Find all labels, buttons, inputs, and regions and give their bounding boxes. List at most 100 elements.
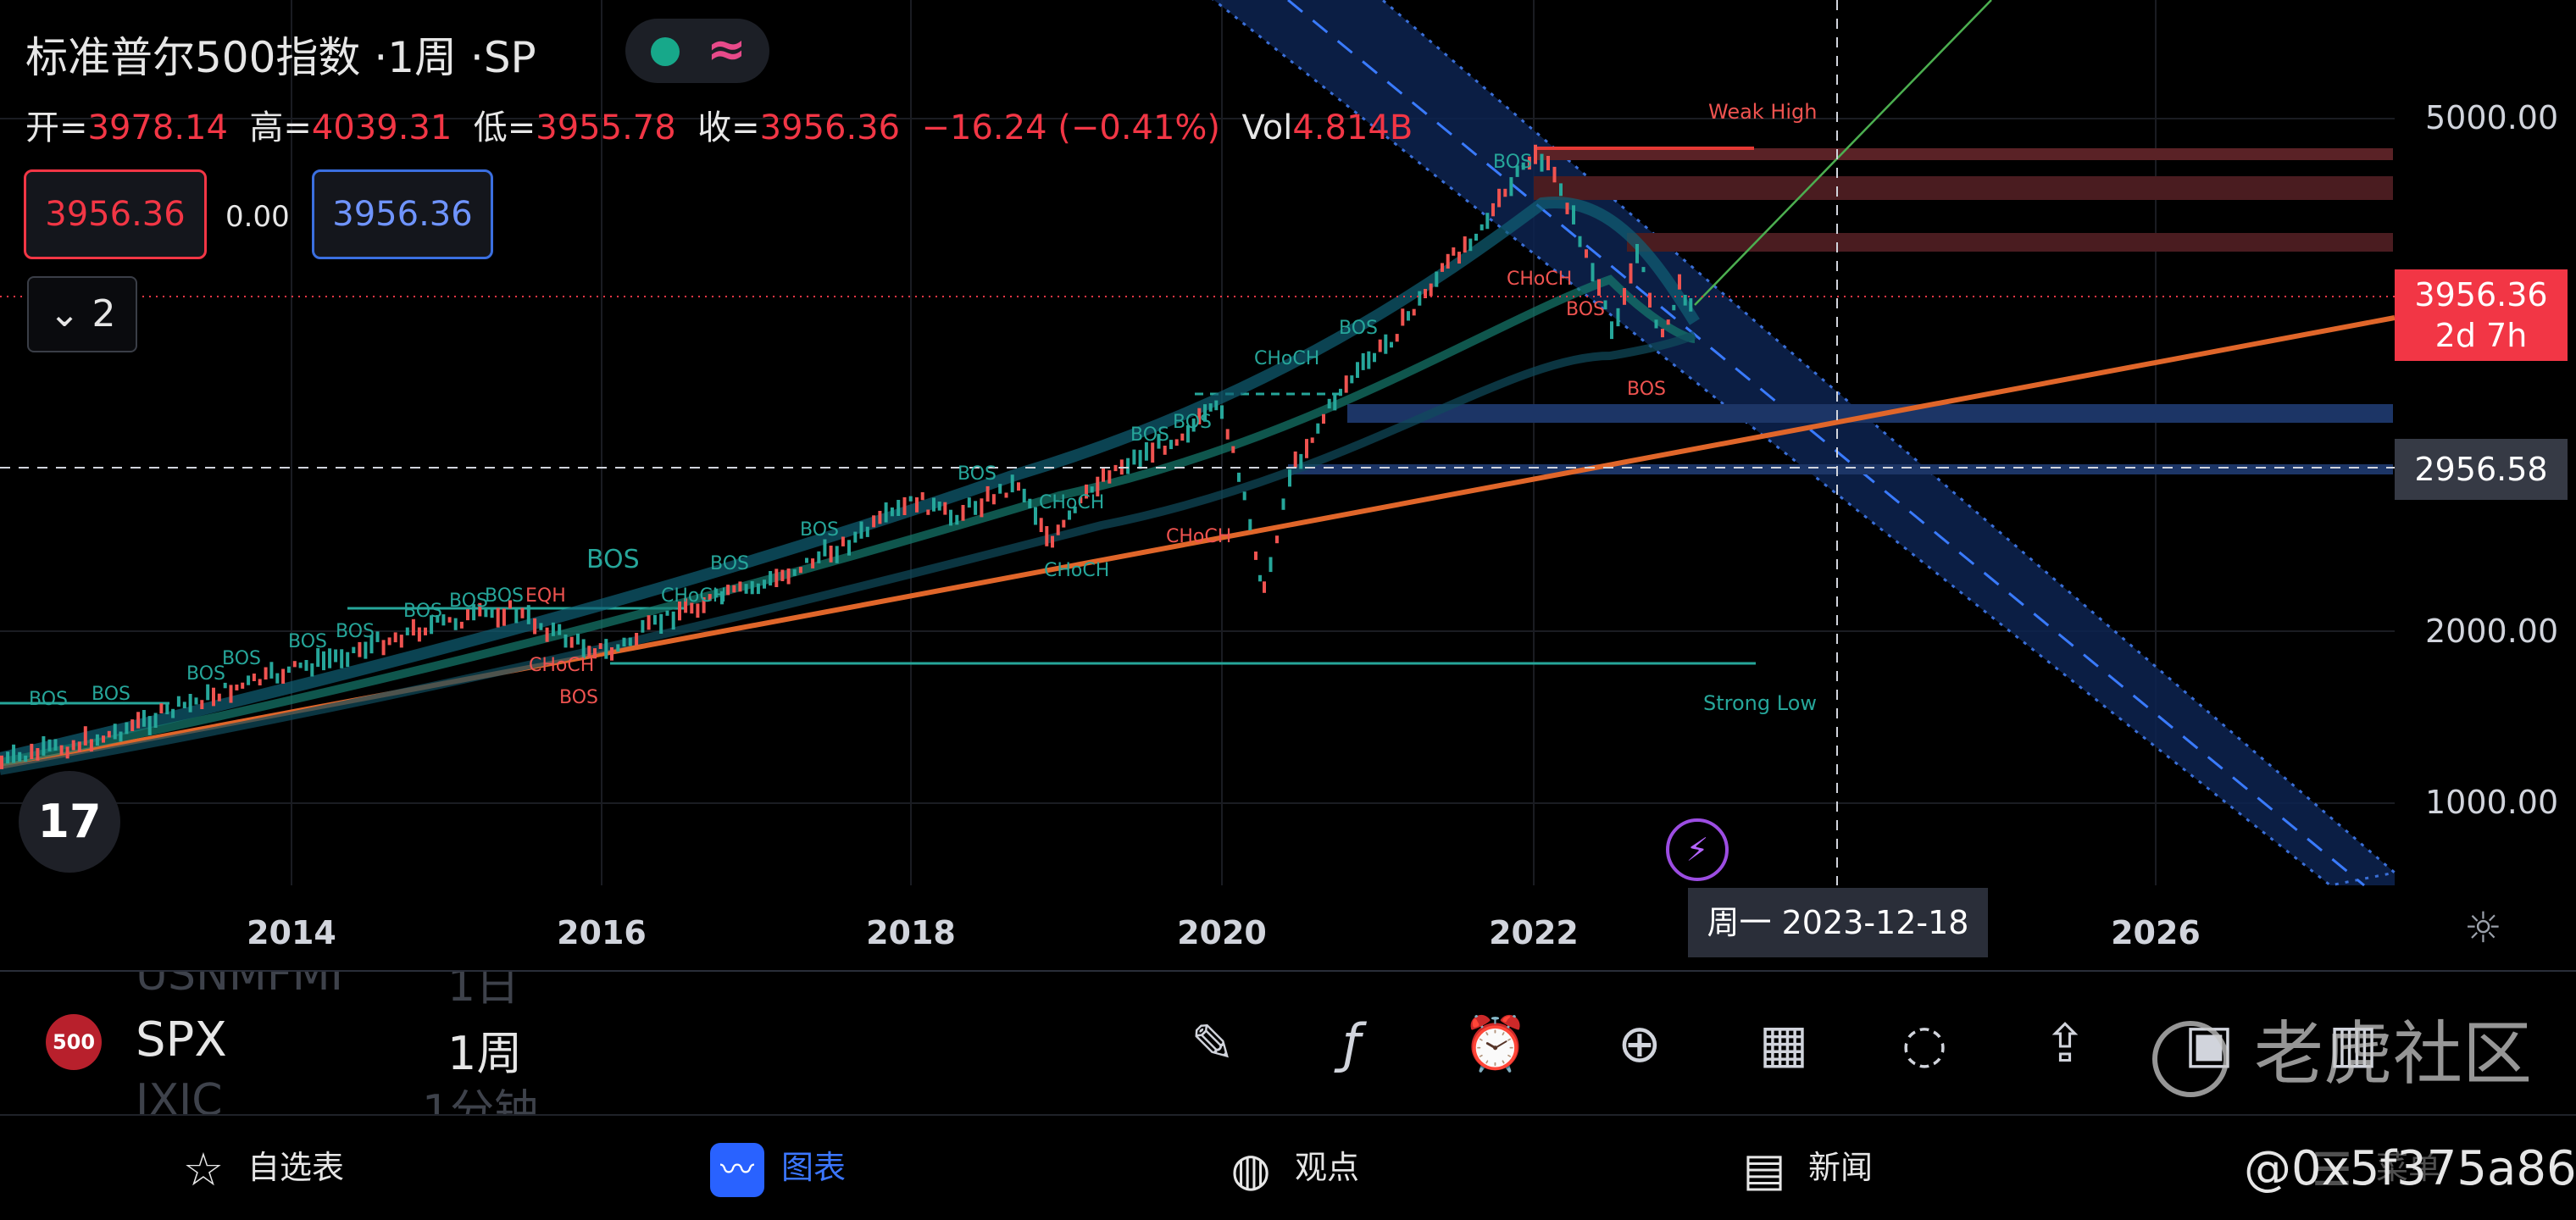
candle: [551, 622, 555, 636]
candle: [1509, 177, 1513, 197]
chart-area[interactable]: Weak High Strong Low BOS BOS BOS BOS BOS BOS B…: [0, 0, 2576, 970]
candle: [42, 736, 46, 756]
candle: [1017, 482, 1020, 491]
candle: [1208, 403, 1213, 412]
change-value: −16.24 (−0.41%): [921, 108, 1221, 147]
candle: [859, 521, 863, 539]
candle: [1503, 188, 1507, 197]
bar-chart-icon[interactable]: ▥: [2328, 1012, 2379, 1074]
structure-label: BOS: [29, 689, 68, 710]
candle: [478, 602, 482, 617]
symbol-logo-badge: 500: [46, 1014, 102, 1070]
candle: [920, 492, 924, 501]
nav-chart[interactable]: 〰图表: [710, 1141, 846, 1201]
candle: [1073, 506, 1077, 513]
candle: [1491, 202, 1495, 217]
candle: [1378, 339, 1382, 352]
structure-label: BOS: [710, 553, 749, 574]
candle: [1597, 279, 1601, 296]
candle: [502, 608, 506, 626]
candle: [1610, 321, 1613, 340]
x-tick-label: 2014: [247, 914, 336, 951]
nav-menu[interactable]: ☰ 菜单: [2305, 1141, 2440, 1201]
candle: [720, 591, 724, 605]
candle: [316, 647, 320, 668]
candle: [1269, 557, 1273, 573]
faded-timeframe-above: 1日: [447, 972, 520, 1012]
channel-midline: [1287, 0, 2365, 887]
candle: [369, 635, 374, 654]
buy-button[interactable]: 3956.36: [312, 169, 493, 259]
plus-circle-icon[interactable]: ⊕: [1618, 1012, 1662, 1074]
candle: [774, 568, 779, 587]
candle: [1151, 442, 1155, 463]
candle: [1401, 308, 1405, 326]
candle: [1418, 291, 1422, 306]
candle: [1672, 304, 1676, 311]
candle: [18, 751, 22, 762]
candle: [961, 505, 965, 521]
candle: [1275, 535, 1279, 544]
indicators-collapse-button[interactable]: ⌄ 2: [27, 276, 137, 352]
candle: [1242, 491, 1246, 501]
candle: [558, 624, 562, 635]
candle: [1163, 446, 1167, 455]
demand-zone: [1347, 404, 2393, 423]
candle: [1186, 424, 1190, 443]
market-open-dot-icon: [651, 37, 680, 66]
structure-label: CHoCH: [1166, 526, 1231, 547]
candle: [310, 663, 314, 677]
settings-sun-icon[interactable]: ☼: [2464, 903, 2502, 952]
candle: [53, 739, 58, 751]
candle: [652, 614, 657, 625]
alarm-add-icon[interactable]: ⏰: [1463, 1012, 1529, 1074]
candle: [569, 636, 574, 648]
lightbulb-icon[interactable]: ◌: [1901, 1012, 1948, 1074]
candle: [194, 697, 198, 705]
candle: [702, 597, 706, 613]
candle: [1527, 156, 1531, 170]
candle: [792, 568, 797, 576]
nav-news[interactable]: ▤ 新闻: [1737, 1141, 1873, 1201]
pencil-icon[interactable]: ✎: [1191, 1012, 1235, 1074]
candle: [671, 611, 675, 630]
candle: [1293, 451, 1297, 469]
grid-icon[interactable]: ▦: [1758, 1012, 1809, 1074]
candle: [635, 633, 639, 646]
candle: [466, 609, 469, 621]
candle: [890, 507, 894, 517]
candle: [949, 509, 952, 526]
moving-average-band: [0, 274, 1696, 767]
indicator-count: 2: [92, 292, 116, 336]
chart-icon: 〰: [710, 1142, 764, 1197]
candle: [1113, 464, 1118, 472]
candle: [159, 703, 164, 713]
candle: [610, 647, 613, 661]
candle: [1424, 289, 1427, 298]
nav-ideas[interactable]: ◍ 观点: [1224, 1141, 1359, 1201]
symbol-picker[interactable]: SPX: [136, 1012, 227, 1068]
timeframe-picker[interactable]: 1周: [447, 1027, 523, 1080]
candle: [490, 609, 494, 618]
sell-button[interactable]: 3956.36: [24, 169, 207, 259]
candle: [1237, 472, 1241, 482]
candle: [1034, 507, 1037, 525]
structure-label: CHoCH: [529, 655, 594, 676]
candle: [520, 607, 525, 618]
share-icon[interactable]: ⇪: [2043, 1012, 2087, 1074]
chart-title[interactable]: 标准普尔500指数 ·1周 ·SP: [25, 33, 536, 82]
vol-value: 4.814B: [1292, 108, 1413, 147]
candle: [30, 743, 34, 759]
faded-timeframe-below: 1分钟: [422, 1086, 539, 1114]
y-tick-label: 2000.00: [2425, 613, 2558, 650]
candle: [1521, 162, 1525, 170]
candle: [1407, 311, 1410, 321]
nav-watchlist[interactable]: ☆ 自选表: [176, 1141, 344, 1201]
candle: [769, 571, 773, 586]
moving-average-band: [0, 330, 1697, 775]
candle: [539, 623, 543, 630]
market-status-pill[interactable]: ≈: [625, 19, 769, 83]
function-icon[interactable]: ƒ: [1342, 1012, 1361, 1074]
lightning-icon[interactable]: ⚡: [1666, 818, 1729, 881]
